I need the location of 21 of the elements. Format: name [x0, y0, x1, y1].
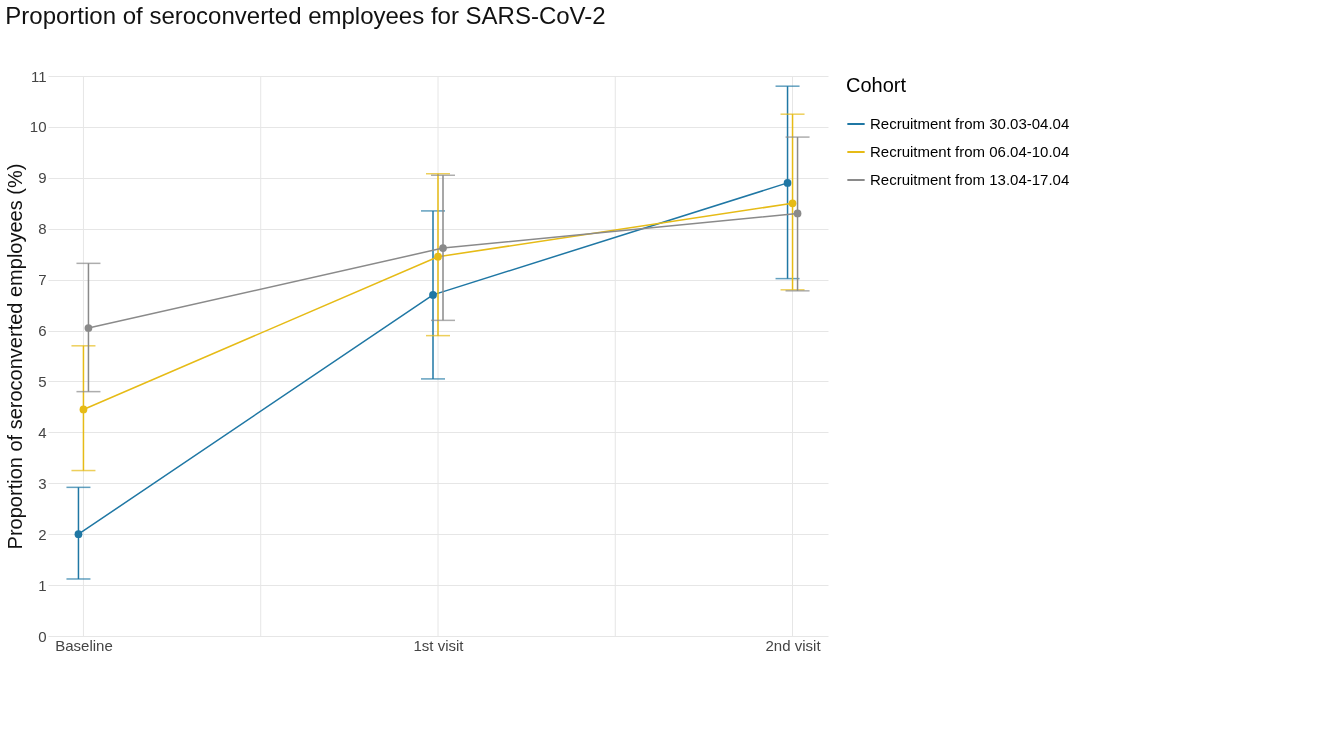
- y-tick-label: 5: [38, 372, 47, 390]
- legend-label: Recruitment from 30.03-04.04: [870, 115, 1070, 132]
- y-tick-label: 3: [38, 474, 47, 492]
- y-axis-title: Proportion of seroconverted employees (%): [3, 163, 26, 550]
- y-tick-label: 7: [38, 271, 47, 289]
- y-tick-label: 1: [38, 576, 47, 594]
- legend-label: Recruitment from 06.04-10.04: [870, 143, 1070, 160]
- y-tick-label: 9: [38, 169, 47, 187]
- y-tick-label: 8: [38, 220, 47, 238]
- y-tick-label: 11: [30, 67, 47, 85]
- y-tick-label: 10: [29, 118, 47, 136]
- chart-title: Proportion of seroconverted employees for SARS-CoV-2: [5, 2, 606, 29]
- x-tick-label: 1st visit: [413, 636, 465, 654]
- y-tick-label: 0: [38, 627, 47, 645]
- x-tick-label: 2nd visit: [765, 636, 822, 654]
- y-tick-label: 2: [38, 525, 47, 543]
- legend-title: Cohort: [846, 74, 907, 96]
- x-tick-label: Baseline: [55, 636, 113, 654]
- y-tick-label: 6: [38, 322, 47, 340]
- legend-label: Recruitment from 13.04-17.04: [870, 171, 1070, 188]
- y-tick-label: 4: [38, 423, 47, 441]
